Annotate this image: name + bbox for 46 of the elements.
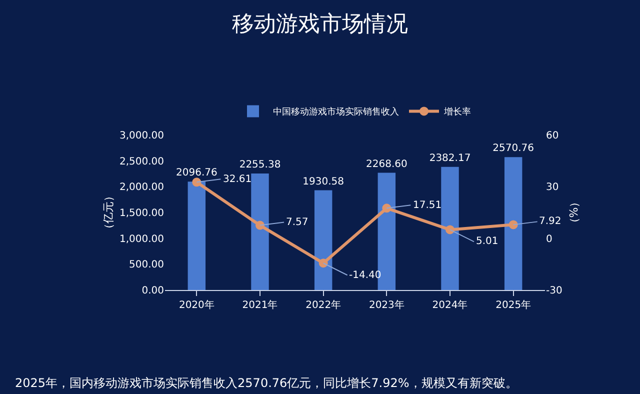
data-label: -14.40 — [349, 270, 382, 281]
y-tick-label: 2,000.00 — [119, 182, 164, 194]
y2-axis-title: （%） — [568, 196, 581, 229]
y-tick-label: 1,000.00 — [119, 234, 164, 245]
point — [318, 258, 328, 268]
data-label: 2255.38 — [239, 159, 281, 170]
data-label: 7.57 — [286, 217, 308, 228]
data-label: 2382.17 — [429, 152, 471, 164]
bar — [504, 157, 522, 290]
y-tick-label: 1,500.00 — [119, 208, 164, 219]
y-tick-label: 2,500.00 — [119, 156, 164, 168]
point — [508, 220, 518, 230]
point — [256, 220, 264, 230]
bar — [251, 173, 269, 290]
y2-tick-label: -30 — [546, 286, 562, 296]
bar — [314, 190, 332, 290]
y-tick-label: 500.00 — [129, 260, 164, 271]
x-tick-label: 2022年 — [306, 299, 342, 311]
text: 2025年，国内移动游戏市场实际销售收入2570.76亿元，同比增长7.92%，规模又有新突破。 — [15, 376, 518, 390]
x-tick-label: 2024年 — [432, 299, 468, 311]
point — [382, 204, 392, 213]
bar — [441, 166, 459, 290]
y2-tick-label: 0 — [546, 234, 552, 245]
x-tick-label: 2025年 — [496, 299, 532, 311]
y-tick-label: 3,000.00 — [119, 130, 164, 142]
bar — [188, 182, 206, 290]
y2-tick-label: 60 — [546, 130, 559, 142]
x-tick-label: 2020年 — [178, 299, 214, 311]
point — [446, 225, 454, 234]
data-label: 2268.60 — [366, 158, 408, 170]
data-label: 5.01 — [476, 236, 498, 247]
data-label: 32.61 — [223, 174, 252, 185]
data-label: 7.92 — [539, 216, 562, 227]
legend-label: 中国移动游戏市场实际销售收入 — [273, 106, 399, 118]
point — [192, 178, 202, 187]
data-label: 1930.58 — [302, 176, 344, 188]
legend-label: 增长率 — [443, 106, 471, 118]
chart-title: 移动游戏市场情况 — [232, 12, 408, 38]
y2-tick-label: 30 — [546, 182, 559, 194]
x-tick-label: 2023年 — [368, 299, 404, 311]
x-tick-label: 2021年 — [242, 299, 278, 311]
data-label: 17.51 — [413, 200, 442, 211]
y-tick-label: 0.00 — [142, 286, 164, 296]
data-label: 2096.76 — [176, 168, 218, 179]
data-label: 2570.76 — [492, 143, 534, 154]
y-axis-title: （亿元） — [102, 190, 116, 234]
